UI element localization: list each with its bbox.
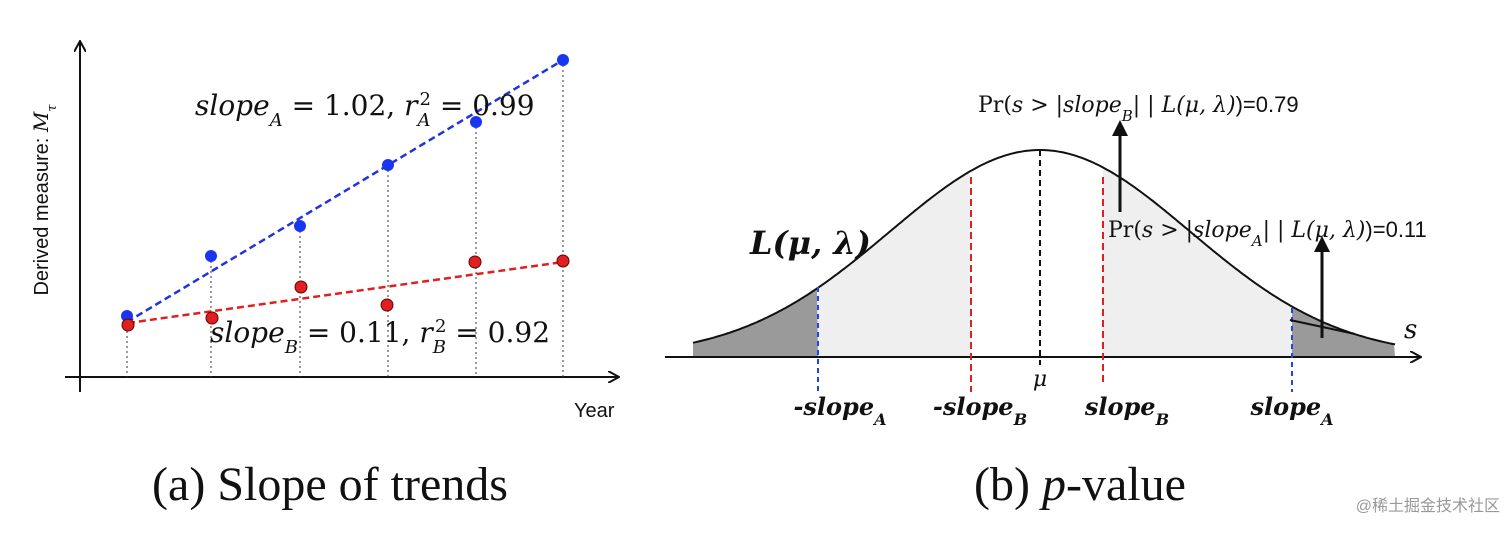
mu-label: μ xyxy=(1033,367,1047,392)
shaded-region xyxy=(818,171,971,357)
annotation-b: slopeB = 0.11, rB2 = 0.92 xyxy=(210,316,550,358)
watermark: @稀土掘金技术社区 xyxy=(1356,497,1500,515)
annotation-a: slopeA = 1.02, rA2 = 0.99 xyxy=(195,89,535,131)
tick-label: slopeA xyxy=(1249,392,1333,429)
curve-label: L(μ, λ) xyxy=(749,224,871,262)
shaded-region xyxy=(1103,167,1292,357)
shaded-regions xyxy=(693,167,1395,357)
y-axis-label: Derived measure: Mτ xyxy=(29,104,60,296)
tick-label: slopeB xyxy=(1084,392,1169,429)
tick-labels: -slopeA -slopeB slopeB slopeA xyxy=(793,392,1333,429)
distribution-curve xyxy=(692,149,1396,346)
trend-b xyxy=(127,260,564,325)
panel-a: Derived measure: Mτ Year slopeA = 1.02, … xyxy=(29,42,618,511)
caption-a: (a) Slope of trends xyxy=(152,458,508,511)
caption-b: (b) p-value xyxy=(974,458,1186,511)
tick-label: -slopeB xyxy=(933,392,1027,429)
prob-b: Pr(s > |slopeB| | L(μ, λ))=0.79 xyxy=(978,92,1299,125)
shaded-region xyxy=(693,288,818,357)
prob-a: Pr(s > |slopeA| | L(μ, λ))=0.11 xyxy=(1108,217,1427,250)
points-b xyxy=(121,254,570,332)
tick-label: -slopeA xyxy=(793,392,886,429)
s-label: s xyxy=(1404,315,1417,345)
points-a xyxy=(121,54,569,322)
panel-b: L(μ, λ) Pr(s > |slopeB| | L(μ, λ))=0.79 … xyxy=(665,92,1427,511)
x-axis-label: Year xyxy=(574,400,615,422)
trend-a xyxy=(126,58,564,324)
